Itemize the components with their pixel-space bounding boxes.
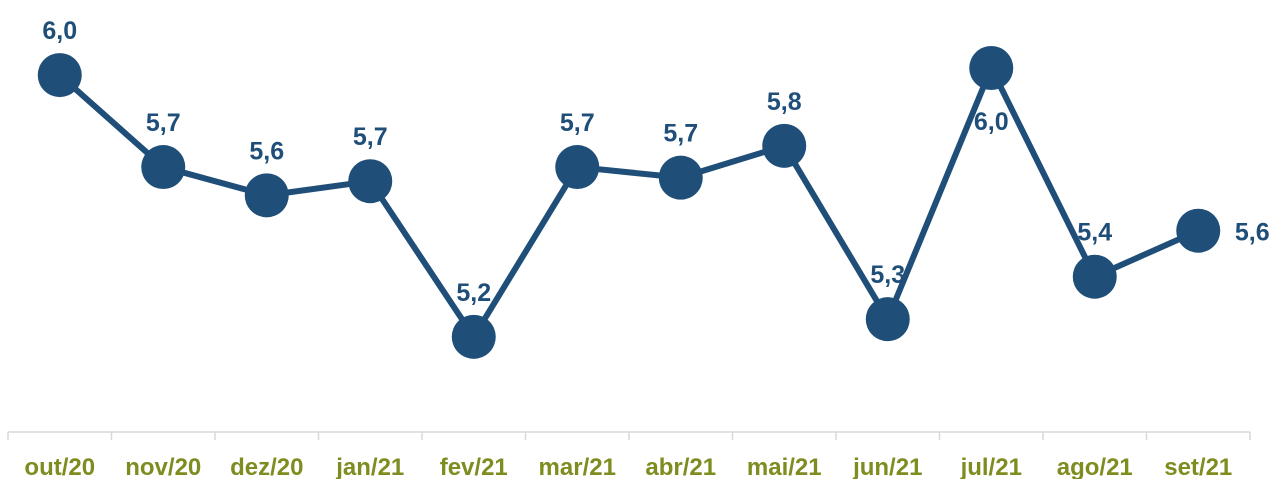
x-tick-label: fev/21	[440, 454, 508, 479]
data-point	[658, 155, 703, 200]
data-label: 5,7	[353, 123, 388, 151]
data-label: 5,2	[456, 279, 491, 307]
x-tick-labels: out/20 nov/20 dez/20 jan/21 fev/21 mar/21 abr/…	[24, 454, 1232, 479]
data-point	[969, 46, 1014, 90]
data-label: 5,7	[663, 120, 698, 148]
x-tick-label: jul/21	[960, 454, 1022, 479]
x-tick-label: abr/21	[645, 454, 716, 479]
data-label: 5,6	[249, 137, 284, 165]
x-axis	[7, 431, 1251, 440]
data-points	[37, 46, 1221, 359]
data-label: 6,0	[42, 17, 77, 45]
data-label: 5,4	[1077, 219, 1112, 247]
data-point	[555, 145, 600, 190]
x-tick-label: mai/21	[747, 454, 822, 479]
x-tick-label: out/20	[24, 454, 95, 479]
x-tick-label: ago/21	[1057, 454, 1133, 479]
data-label: 5,7	[560, 109, 595, 137]
data-point	[244, 173, 289, 218]
data-point	[1176, 208, 1221, 253]
data-point	[865, 297, 910, 342]
data-point	[451, 314, 496, 359]
data-point	[348, 159, 393, 204]
data-point	[141, 145, 186, 190]
data-point	[1072, 254, 1117, 299]
data-label: 5,3	[870, 261, 905, 289]
data-label: 6,0	[974, 108, 1009, 136]
data-label: 5,6	[1235, 219, 1270, 247]
data-point	[37, 53, 82, 98]
x-tick-label: jun/21	[852, 454, 922, 479]
x-tick-label: dez/20	[230, 454, 303, 479]
x-tick-label: nov/20	[125, 454, 201, 479]
data-labels: 6,0 5,7 5,6 5,7 5,2 5,7 5,7 5,8 5,3 6,0 5,4 5,6	[42, 17, 1269, 307]
data-point	[762, 123, 807, 168]
x-tick-label: mar/21	[539, 454, 616, 479]
series-line	[56, 65, 1202, 340]
x-tick-label: jan/21	[335, 454, 404, 479]
x-tick-label: set/21	[1164, 454, 1232, 479]
data-label: 5,7	[146, 109, 181, 137]
data-label: 5,8	[767, 88, 802, 116]
